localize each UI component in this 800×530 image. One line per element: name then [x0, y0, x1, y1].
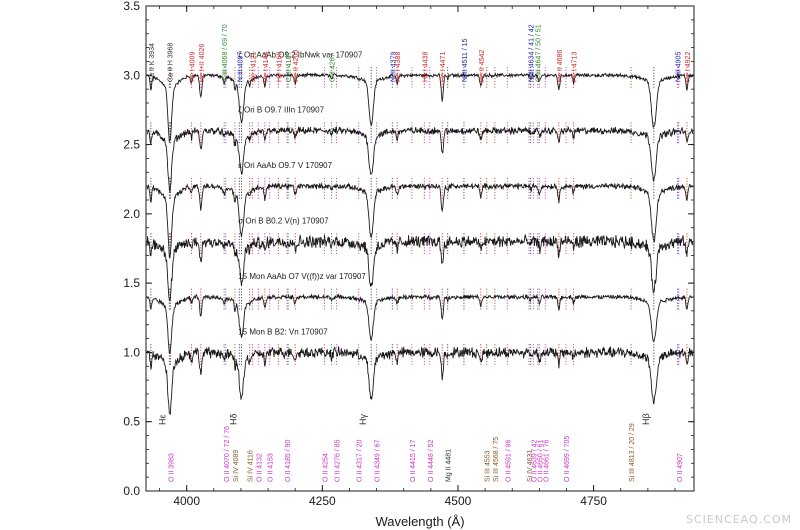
spectrum-line	[146, 71, 694, 143]
y-tick-label: 3.0	[123, 68, 140, 82]
top-line-label: C III 4068 / 69 / 70	[222, 24, 229, 82]
bottom-line-label: O II 4254	[323, 453, 330, 482]
bottom-line-label: Hβ	[641, 413, 651, 425]
spectrum-line	[146, 293, 694, 354]
top-line-label: He I 4144	[263, 52, 270, 82]
bottom-line-label: O II 4153	[268, 453, 275, 482]
bottom-line-label: O II 3983	[168, 453, 175, 482]
top-line-label: He I 4121	[250, 52, 257, 82]
spectrum-line	[146, 182, 694, 259]
bottom-line-label: Si III 4553	[485, 450, 492, 482]
bottom-line-label: O II 4132	[256, 453, 263, 482]
spectrum-line	[146, 125, 694, 193]
bottom-line-label: O II 4317 / 20	[357, 439, 364, 482]
bottom-line-label: O II 4639 / 42	[531, 439, 538, 482]
series-label: 15 Mon AaAb O7 V((f))z var 170907	[238, 272, 366, 281]
x-tick-label: 4250	[309, 494, 336, 508]
y-tick-label: 0.0	[123, 484, 140, 498]
x-axis-label: Wavelength (Å)	[375, 514, 464, 529]
top-line-label: Ca II K 3934	[149, 43, 156, 82]
bottom-line-label: O II 4907	[677, 453, 684, 482]
bottom-line-label: O II 4448 / 52	[428, 439, 435, 482]
top-line-label: He I 4009	[190, 52, 197, 82]
line-guide-ticks	[150, 66, 688, 365]
series-label: 15 Mon B B2: Vn 170907	[238, 327, 328, 336]
top-line-label: N III 4511 / 15	[462, 38, 469, 82]
top-line-label: N III 4097	[237, 52, 244, 82]
top-line-label: C II 4267	[330, 53, 337, 82]
top-line-label: C III 4647 / 50 / 51	[536, 24, 543, 82]
top-line-label: He I+II 4026	[199, 44, 206, 82]
y-tick-label: 0.5	[123, 415, 140, 429]
spectra-series	[146, 71, 694, 415]
bottom-line-label: O II 4661 / 76	[543, 439, 550, 482]
watermark: SCIENCEAQ.COM	[685, 513, 792, 526]
bottom-line-label: O II 4276 / 85	[334, 439, 341, 482]
top-line-labels: Ca II K 3934 Ca II H 3968 He I 4009 He I+II…	[149, 24, 692, 82]
x-tick-label: 4000	[173, 494, 200, 508]
series-label: ζ Ori B O9.7 IIIn 170907	[238, 106, 324, 115]
top-line-label: N III 4379	[390, 52, 397, 82]
bottom-line-label: Si IV 4089	[233, 450, 240, 482]
axes: 0.0 0.5 1.0 1.5 2.0 2.5 3.0 3.5 4000 4250 4500 4750	[123, 0, 694, 508]
bottom-line-label: O II 4591 / 96	[505, 439, 512, 482]
spectrum-line	[146, 345, 694, 415]
top-line-label: He I 4169	[276, 52, 283, 82]
top-line-label: He I 4471	[440, 52, 447, 82]
series-label: ε Ori AaAb O9.7 V 170907	[238, 161, 332, 170]
x-tick-label: 4500	[445, 494, 472, 508]
top-line-label: N III 4634 / 41 / 42	[529, 24, 536, 82]
top-line-label: N III 4905	[676, 52, 683, 82]
bottom-line-label: O II 4699 / 705	[564, 436, 571, 482]
x-tick-label: 4750	[580, 494, 607, 508]
bottom-line-label: O II 4349 / 67	[375, 439, 382, 482]
bottom-line-label: Si IV 4631	[527, 450, 534, 482]
y-tick-label: 1.0	[123, 345, 140, 359]
y-tick-label: 3.5	[123, 0, 140, 13]
bottom-line-label: Si IV 4116	[248, 450, 255, 482]
top-line-label: He I 4713	[572, 52, 579, 82]
top-line-label: He II 4686	[557, 50, 564, 82]
series-label: σ Ori B B0.2 V(n) 170907	[238, 217, 329, 226]
spectrum-line	[146, 234, 694, 302]
bottom-line-label: Hδ	[228, 413, 238, 425]
top-line-label: He I 4922	[685, 52, 692, 82]
top-line-label: He II 4542	[479, 50, 486, 82]
y-tick-label: 2.5	[123, 138, 140, 152]
bottom-line-label: Si III 4813 / 20 / 29	[629, 423, 636, 482]
bottom-line-label: O II 4070 / 72 / 76	[224, 426, 231, 482]
bottom-line-label: O II 4650 / 61	[537, 439, 544, 482]
top-line-label: He I 4388	[395, 52, 402, 82]
y-tick-label: 1.5	[123, 276, 140, 290]
bottom-line-label: Si III 4568 / 75	[493, 437, 500, 482]
plot-frame	[145, 5, 695, 492]
top-line-label: He I 4438	[422, 52, 429, 82]
y-tick-label: 2.0	[123, 207, 140, 221]
bottom-line-label: O II 4415 / 17	[410, 439, 417, 482]
top-line-label: He II 4200	[293, 50, 300, 82]
top-line-label: C III 4187	[286, 52, 293, 82]
bottom-line-label: Mg II 4481	[446, 449, 453, 482]
bottom-line-label: O II 4185 / 90	[285, 439, 292, 482]
bottom-line-label: Hγ	[358, 414, 368, 425]
series-labels: ζ Ori AaAb O9.2 IbNwk var 170907 ζ Ori B …	[238, 50, 366, 336]
series-label: ζ Ori AaAb O9.2 IbNwk var 170907	[238, 50, 363, 59]
bottom-line-label: Hε	[157, 414, 167, 425]
bottom-line-labels: Hε O II 3983 O II 4070 / 72 / 76 Si IV 4089…	[157, 413, 683, 482]
top-line-label: Ca II H 3968	[167, 43, 174, 82]
